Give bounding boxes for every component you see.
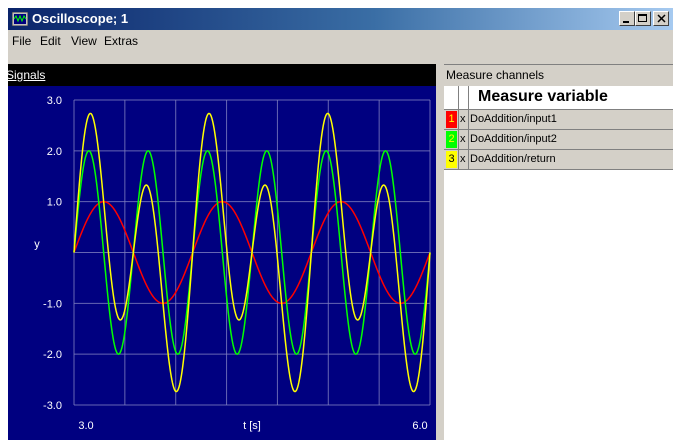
plot-canvas: 3.0 2.0 1.0 -1.0 -2.0 -3.0 y 3.0 6.0 t [s]	[34, 95, 431, 432]
signals-header: Signals	[8, 64, 436, 86]
measure-channels-title: Measure channels	[446, 68, 545, 82]
col-divider	[468, 130, 469, 149]
minimize-icon	[623, 21, 629, 23]
channel-flag[interactable]: x	[460, 113, 466, 125]
channel-number: 1	[446, 111, 457, 128]
oscilloscope-icon	[12, 12, 28, 26]
channel-row[interactable]: 2 x DoAddition/input2	[444, 130, 673, 150]
menu-view[interactable]: View	[71, 34, 97, 48]
channel-row[interactable]: 1 x DoAddition/input1	[444, 110, 673, 130]
maximize-icon	[638, 14, 647, 22]
series-line-return	[73, 112, 431, 393]
close-button[interactable]	[653, 11, 669, 26]
window-title: Oscilloscope; 1	[32, 11, 129, 26]
y-tick-label: -3.0	[43, 400, 62, 412]
splitter-handle[interactable]	[436, 64, 444, 440]
channel-variable: DoAddition/return	[470, 153, 556, 165]
title-bar[interactable]: Oscilloscope; 1	[8, 8, 673, 30]
y-tick-label: -2.0	[43, 349, 62, 361]
measure-channels-header: Measure channels	[444, 64, 673, 86]
measure-variable-header[interactable]: Measure variable	[478, 88, 608, 105]
channel-flag[interactable]: x	[460, 153, 466, 165]
channel-variable: DoAddition/input2	[470, 133, 557, 145]
col-divider	[458, 130, 459, 149]
x-tick-label: 3.0	[78, 420, 93, 432]
maximize-button[interactable]	[635, 11, 651, 26]
col-divider	[458, 86, 459, 110]
channel-number: 3	[446, 151, 457, 168]
oscilloscope-plot[interactable]: 3.0 2.0 1.0 -1.0 -2.0 -3.0 y 3.0 6.0 t [s]	[8, 86, 436, 440]
col-divider	[458, 110, 459, 129]
x-tick-label: 6.0	[412, 420, 427, 432]
y-tick-label: 2.0	[47, 146, 62, 158]
minimize-button[interactable]	[619, 11, 635, 26]
col-divider	[468, 86, 469, 110]
close-icon	[657, 14, 666, 23]
col-divider	[468, 110, 469, 129]
menu-extras[interactable]: Extras	[104, 34, 139, 48]
menu-file[interactable]: File	[12, 34, 32, 48]
channel-flag[interactable]: x	[460, 133, 466, 145]
x-axis-label: t [s]	[243, 420, 261, 432]
measure-channels-panel: Measure variable 1 x DoAddition/input1 2…	[444, 86, 673, 440]
signals-label[interactable]: Signals	[8, 68, 46, 82]
measure-table-header: Measure variable	[444, 86, 673, 110]
menu-edit[interactable]: Edit	[40, 34, 61, 48]
y-tick-label: -1.0	[43, 298, 62, 310]
channel-number: 2	[446, 131, 457, 148]
y-axis-label: y	[34, 239, 40, 251]
channel-row[interactable]: 3 x DoAddition/return	[444, 150, 673, 170]
y-tick-label: 1.0	[47, 197, 62, 209]
col-divider	[468, 150, 469, 169]
channel-variable: DoAddition/input1	[470, 113, 557, 125]
oscilloscope-window: Oscilloscope; 1 File Edit View Extras Si…	[8, 8, 673, 440]
menu-bar: File Edit View Extras	[8, 30, 673, 52]
y-tick-label: 3.0	[47, 95, 62, 107]
col-divider	[458, 150, 459, 169]
